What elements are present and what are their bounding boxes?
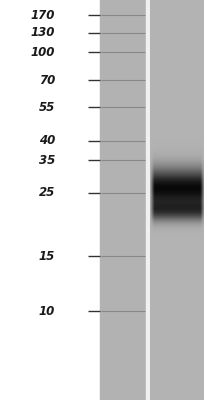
Text: 35: 35 [39, 154, 55, 166]
Text: 170: 170 [31, 9, 55, 22]
Text: 55: 55 [39, 101, 55, 114]
Text: 25: 25 [39, 186, 55, 199]
Bar [100, 0, 146, 400]
Text: 70: 70 [39, 74, 55, 86]
Bar [150, 0, 204, 400]
Text: 130: 130 [31, 26, 55, 39]
Text: 15: 15 [39, 250, 55, 262]
Text: 100: 100 [31, 46, 55, 58]
Text: 40: 40 [39, 134, 55, 147]
Bar [146, 0, 150, 400]
Text: 10: 10 [39, 305, 55, 318]
